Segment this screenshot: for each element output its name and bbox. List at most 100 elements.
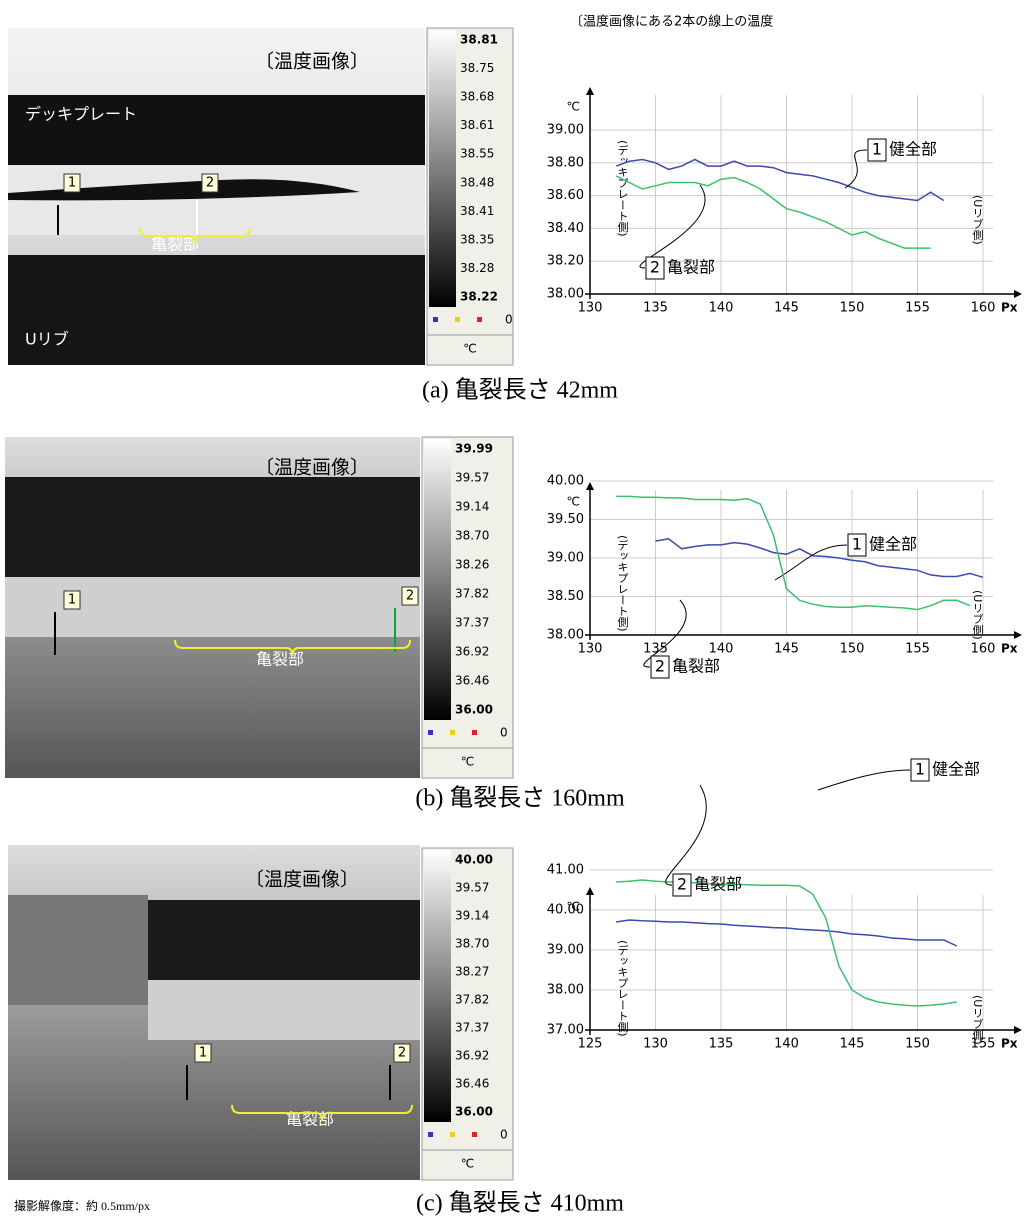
series-line: [616, 160, 944, 201]
image-label: 亀裂部: [256, 650, 304, 669]
y-unit: ℃: [567, 495, 580, 509]
legend-swatch: [450, 730, 455, 735]
colorbar-label: 38.22: [460, 290, 498, 304]
colorbar-unit: ℃: [463, 342, 476, 356]
colorbar-label: 40.00: [455, 853, 493, 867]
image-title: 〔温度画像〕: [255, 51, 369, 73]
colorbar-label: 37.82: [455, 587, 489, 601]
legend-number: 1: [915, 760, 925, 779]
series-line: [616, 176, 930, 248]
annotation-arrow: [818, 770, 910, 790]
legend-label: 亀裂部: [672, 657, 720, 676]
colorbar-label: 37.82: [455, 993, 489, 1007]
x-tick-label: 125: [578, 1037, 603, 1052]
legend-swatch: [477, 317, 482, 322]
x-unit: Px: [1001, 301, 1018, 315]
y-tick-label: 41.00: [547, 863, 584, 878]
y-tick-label: 39.50: [547, 512, 584, 527]
colorbar-unit: ℃: [461, 755, 474, 769]
colorbar-label: 38.55: [460, 147, 494, 161]
colorbar-label: 38.70: [455, 937, 489, 951]
x-tick-label: 140: [774, 1037, 799, 1052]
deck-plate: [5, 477, 420, 577]
colorbar-label: 37.37: [455, 616, 489, 630]
x-tick-label: 150: [840, 642, 865, 657]
colorbar-label: 39.14: [455, 909, 489, 923]
image-label: 2: [206, 176, 214, 191]
image-label: 2: [406, 589, 414, 604]
legend-swatch: [472, 730, 477, 735]
mesh: [8, 895, 148, 1005]
colorbar-label: 37.37: [455, 1021, 489, 1035]
side-label: (Uリブ側): [971, 195, 984, 245]
colorbar-label: 38.81: [460, 33, 498, 47]
y-tick-label: 39.00: [547, 943, 584, 958]
side-label: (Uリブ側): [971, 995, 984, 1045]
y-tick-label: 40.00: [547, 474, 584, 489]
figure-title: 〔温度画像にある2本の線上の温度: [570, 14, 773, 30]
colorbar: [429, 30, 456, 307]
legend-number: 2: [650, 258, 660, 277]
y-unit: ℃: [567, 100, 580, 114]
colorbar-label: 36.92: [455, 1049, 489, 1063]
y-arrow: [586, 87, 594, 95]
x-tick-label: 130: [578, 301, 603, 316]
y-tick-label: 38.80: [547, 155, 584, 170]
colorbar-label: 39.57: [455, 881, 489, 895]
x-tick-label: 155: [905, 642, 930, 657]
x-tick-label: 160: [971, 642, 996, 657]
annotation-arrow: [775, 545, 847, 580]
legend-swatch: [450, 1132, 455, 1137]
x-tick-label: 160: [971, 301, 996, 316]
y-tick-label: 38.60: [547, 188, 584, 203]
colorbar-label: 38.75: [460, 61, 494, 75]
colorbar-label: 38.27: [455, 965, 489, 979]
colorbar-unit: ℃: [461, 1157, 474, 1171]
colorbar-legend: 0: [500, 726, 508, 740]
y-tick-label: 39.00: [547, 551, 584, 566]
y-arrow: [586, 887, 594, 895]
legend-number: 1: [872, 140, 882, 159]
y-tick-label: 38.40: [547, 221, 584, 236]
legend-swatch: [455, 317, 460, 322]
colorbar-label: 36.92: [455, 645, 489, 659]
image-title: 〔温度画像〕: [245, 869, 359, 891]
legend-swatch: [428, 730, 433, 735]
y-tick-label: 38.00: [547, 628, 584, 643]
x-unit: Px: [1001, 1037, 1018, 1051]
x-unit: Px: [1001, 642, 1018, 656]
colorbar-label: 39.57: [455, 471, 489, 485]
side-label: (デッキプレート側): [616, 940, 629, 1037]
image-label: 1: [199, 1046, 207, 1061]
colorbar-label: 38.68: [460, 90, 494, 104]
y-tick-label: 38.20: [547, 254, 584, 269]
legend-label: 健全部: [869, 535, 917, 554]
x-tick-label: 155: [905, 301, 930, 316]
colorbar-label: 38.26: [455, 558, 489, 572]
image-label: 2: [398, 1046, 406, 1061]
legend-label: 健全部: [889, 140, 937, 159]
caption: (c) 亀裂長さ 410mm: [416, 1190, 624, 1217]
colorbar-label: 36.00: [455, 703, 493, 717]
x-tick-label: 130: [578, 642, 603, 657]
x-tick-label: 140: [709, 301, 734, 316]
colorbar-label: 39.14: [455, 500, 489, 514]
legend-number: 2: [655, 657, 665, 676]
legend-swatch: [433, 317, 438, 322]
colorbar-label: 36.46: [455, 1077, 489, 1091]
y-tick-label: 37.00: [547, 1023, 584, 1038]
colorbar-label: 38.41: [460, 204, 494, 218]
legend-number: 2: [677, 875, 687, 894]
side-label: (デッキプレート側): [616, 140, 629, 237]
colorbar: [424, 439, 451, 720]
y-tick-label: 38.50: [547, 589, 584, 604]
colorbar-label: 38.48: [460, 175, 494, 189]
colorbar-legend: 0: [505, 313, 513, 327]
x-tick-label: 140: [709, 642, 734, 657]
caption: (b) 亀裂長さ 160mm: [415, 785, 625, 812]
x-tick-label: 150: [840, 301, 865, 316]
annotation-arrow: [640, 185, 705, 268]
colorbar-label: 38.28: [460, 261, 494, 275]
colorbar-label: 36.00: [455, 1105, 493, 1119]
image-label: 1: [68, 593, 76, 608]
